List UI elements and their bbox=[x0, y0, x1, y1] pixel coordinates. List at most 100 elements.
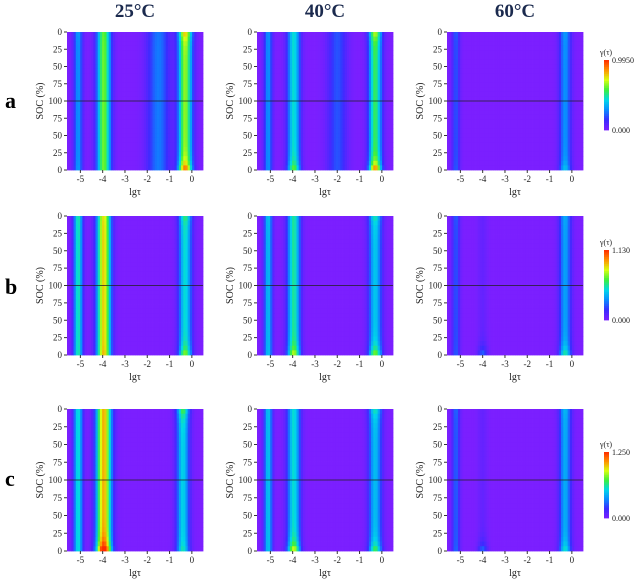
heatmap-cell bbox=[201, 41, 204, 46]
x-tick-label: -2 bbox=[334, 174, 342, 184]
heatmap-cell bbox=[391, 110, 394, 115]
heatmap-cell bbox=[201, 138, 204, 143]
heatmap-cell bbox=[201, 55, 204, 60]
x-tick-label: -4 bbox=[289, 174, 297, 184]
heatmap-cell bbox=[581, 32, 584, 37]
heatmap-cell bbox=[391, 147, 394, 152]
heatmap-cell bbox=[391, 156, 394, 161]
heatmap-cell bbox=[581, 41, 584, 46]
y-tick-label: 0 bbox=[58, 27, 63, 37]
heatmap-cell bbox=[391, 83, 394, 88]
heatmap-cell bbox=[391, 41, 394, 46]
heatmap-cell bbox=[201, 106, 204, 111]
heatmap-cell bbox=[581, 50, 584, 55]
y-tick-label: 25 bbox=[243, 148, 253, 158]
x-tick-label: -4 bbox=[99, 174, 107, 184]
x-axis-label: lgτ bbox=[129, 187, 141, 198]
heatmap-cell bbox=[391, 115, 394, 120]
heatmap-cell bbox=[581, 37, 584, 42]
heatmap-cell bbox=[201, 142, 204, 147]
y-axis-label: SOC (%) bbox=[225, 83, 236, 120]
heatmap-cell bbox=[201, 64, 204, 69]
y-tick-label: 75 bbox=[243, 79, 253, 89]
heatmap-cell bbox=[391, 32, 394, 37]
heatmap-cell bbox=[391, 161, 394, 166]
heatmap-cell bbox=[201, 101, 204, 106]
heatmap-cell bbox=[391, 60, 394, 65]
y-tick-label: 50 bbox=[53, 62, 63, 72]
x-tick-label: 0 bbox=[190, 174, 195, 184]
x-tick-label: -1 bbox=[166, 174, 174, 184]
heatmap-cell bbox=[391, 92, 394, 97]
heatmap-cell bbox=[201, 32, 204, 37]
heatmap-cell bbox=[201, 50, 204, 55]
column-title-60c: 60°C bbox=[495, 1, 535, 22]
heatmap-cell bbox=[581, 55, 584, 60]
y-tick-label: 50 bbox=[243, 62, 253, 72]
column-title-40c: 40°C bbox=[305, 1, 345, 22]
heatmap-cell bbox=[581, 73, 584, 78]
heatmap-cell bbox=[201, 165, 204, 170]
y-tick-label: 75 bbox=[53, 113, 63, 123]
heatmap-cell bbox=[201, 156, 204, 161]
heatmap-cell bbox=[581, 87, 584, 92]
heatmap-cell bbox=[391, 87, 394, 92]
y-tick-label: 25 bbox=[53, 148, 63, 158]
x-tick-label: -1 bbox=[356, 174, 364, 184]
heatmap-cell bbox=[581, 60, 584, 65]
heatmap-cell bbox=[201, 110, 204, 115]
y-tick-label: 100 bbox=[239, 96, 253, 106]
heatmap-cell bbox=[201, 78, 204, 83]
heatmap-cell bbox=[581, 110, 584, 115]
heatmap-cell bbox=[201, 124, 204, 129]
y-tick-label: 100 bbox=[49, 96, 63, 106]
heatmap-cell bbox=[201, 152, 204, 157]
heatmap-cell bbox=[391, 152, 394, 157]
heatmap-cell bbox=[391, 101, 394, 106]
column-title-25c: 25°C bbox=[115, 1, 155, 22]
heatmap-cell bbox=[391, 165, 394, 170]
heatmap-cell bbox=[391, 138, 394, 143]
heatmap-cell bbox=[391, 119, 394, 124]
x-tick-label: -3 bbox=[121, 174, 129, 184]
y-tick-label: 0 bbox=[248, 27, 253, 37]
y-tick-label: 50 bbox=[53, 131, 63, 141]
y-tick-label: 50 bbox=[243, 131, 253, 141]
row-label-a: a bbox=[5, 88, 16, 113]
y-tick-label: 0 bbox=[58, 165, 63, 175]
x-tick-label: 0 bbox=[380, 174, 385, 184]
row-label-c: c bbox=[5, 466, 15, 491]
heatmap-cell bbox=[201, 161, 204, 166]
heatmap-cell bbox=[201, 92, 204, 97]
y-tick-label: 75 bbox=[53, 79, 63, 89]
x-tick-label: -5 bbox=[267, 174, 275, 184]
heatmap-cell bbox=[391, 73, 394, 78]
heatmap-cell bbox=[201, 69, 204, 74]
heatmap-cell bbox=[581, 69, 584, 74]
heatmap-cell bbox=[201, 87, 204, 92]
heatmap-cell bbox=[201, 83, 204, 88]
heatmap-cell bbox=[391, 37, 394, 42]
heatmap-cell bbox=[391, 106, 394, 111]
heatmap-cell bbox=[581, 64, 584, 69]
y-tick-label: 0 bbox=[248, 165, 253, 175]
x-tick-label: -5 bbox=[77, 174, 85, 184]
y-tick-label: 75 bbox=[243, 113, 253, 123]
heatmap-cell bbox=[391, 69, 394, 74]
heatmap-cell bbox=[201, 37, 204, 42]
heatmap-cell bbox=[581, 106, 584, 111]
heatmap-cell bbox=[391, 133, 394, 138]
x-tick-label: -2 bbox=[144, 174, 152, 184]
x-axis-label: lgτ bbox=[319, 187, 331, 198]
heatmap-cell bbox=[201, 133, 204, 138]
heatmap-cell bbox=[391, 46, 394, 51]
heatmap-cell bbox=[201, 129, 204, 134]
heatmap-cell bbox=[391, 142, 394, 147]
heatmap-cell bbox=[391, 129, 394, 134]
y-tick-label: 25 bbox=[53, 44, 63, 54]
heatmap-cell bbox=[581, 83, 584, 88]
